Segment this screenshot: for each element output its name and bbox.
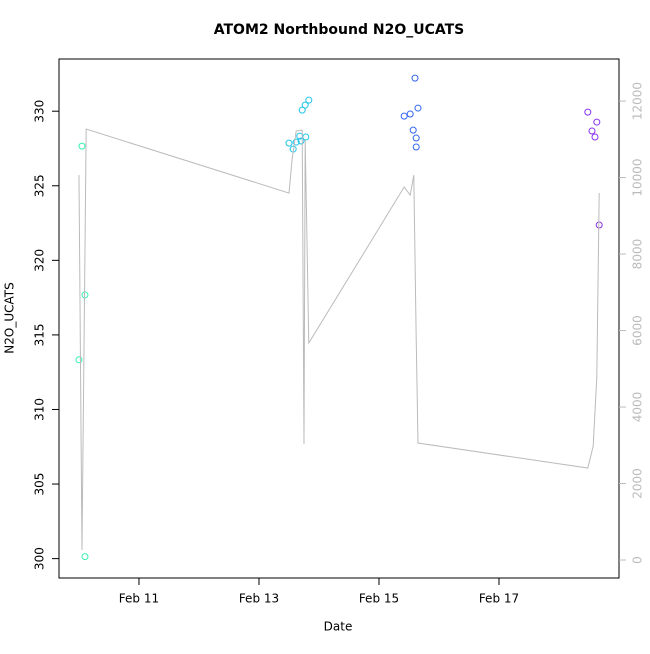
x-axis-label: Date: [324, 620, 353, 634]
data-point: [414, 104, 422, 112]
data-point: [298, 106, 306, 114]
data-point: [305, 96, 313, 104]
y-tick-label: 300: [33, 547, 47, 570]
data-point: [78, 142, 86, 150]
data-point: [584, 108, 592, 116]
y2-tick-label: 8000: [631, 239, 645, 270]
x-tick-label: Feb 13: [239, 592, 279, 606]
data-point: [302, 133, 310, 141]
data-point: [292, 138, 300, 146]
altitude-line: [78, 128, 600, 551]
data-point: [591, 133, 599, 141]
y2-tick-label: 2000: [631, 468, 645, 499]
data-point: [412, 134, 420, 142]
data-point: [75, 356, 83, 364]
plot-frame: [58, 58, 620, 579]
data-point: [411, 74, 419, 82]
data-point: [412, 143, 420, 151]
y2-tick-label: 12000: [631, 82, 645, 120]
y2-tick-label: 4000: [631, 392, 645, 423]
data-point: [406, 110, 414, 118]
y-tick-label: 305: [33, 473, 47, 496]
y-axis-label: N2O_UCATS: [3, 282, 17, 353]
data-point: [81, 553, 89, 561]
y2-tick-label: 0: [631, 556, 645, 564]
y-tick-label: 310: [33, 398, 47, 421]
data-point: [409, 126, 417, 134]
data-point: [301, 101, 309, 109]
y2-tick-label: 10000: [631, 158, 645, 196]
x-tick-label: Feb 11: [119, 592, 159, 606]
data-point: [593, 118, 601, 126]
y2-tick-label: 6000: [631, 315, 645, 346]
y-tick-label: 325: [33, 174, 47, 197]
y-tick-label: 320: [33, 249, 47, 272]
y-tick-label: 315: [33, 323, 47, 346]
data-point: [297, 137, 305, 145]
data-point: [400, 112, 408, 120]
data-point: [588, 127, 596, 135]
data-point: [285, 139, 293, 147]
y-tick-label: 330: [33, 100, 47, 123]
x-tick-label: Feb 17: [479, 592, 519, 606]
x-tick-label: Feb 15: [359, 592, 399, 606]
chart-title: ATOM2 Northbound N2O_UCATS: [214, 22, 465, 38]
